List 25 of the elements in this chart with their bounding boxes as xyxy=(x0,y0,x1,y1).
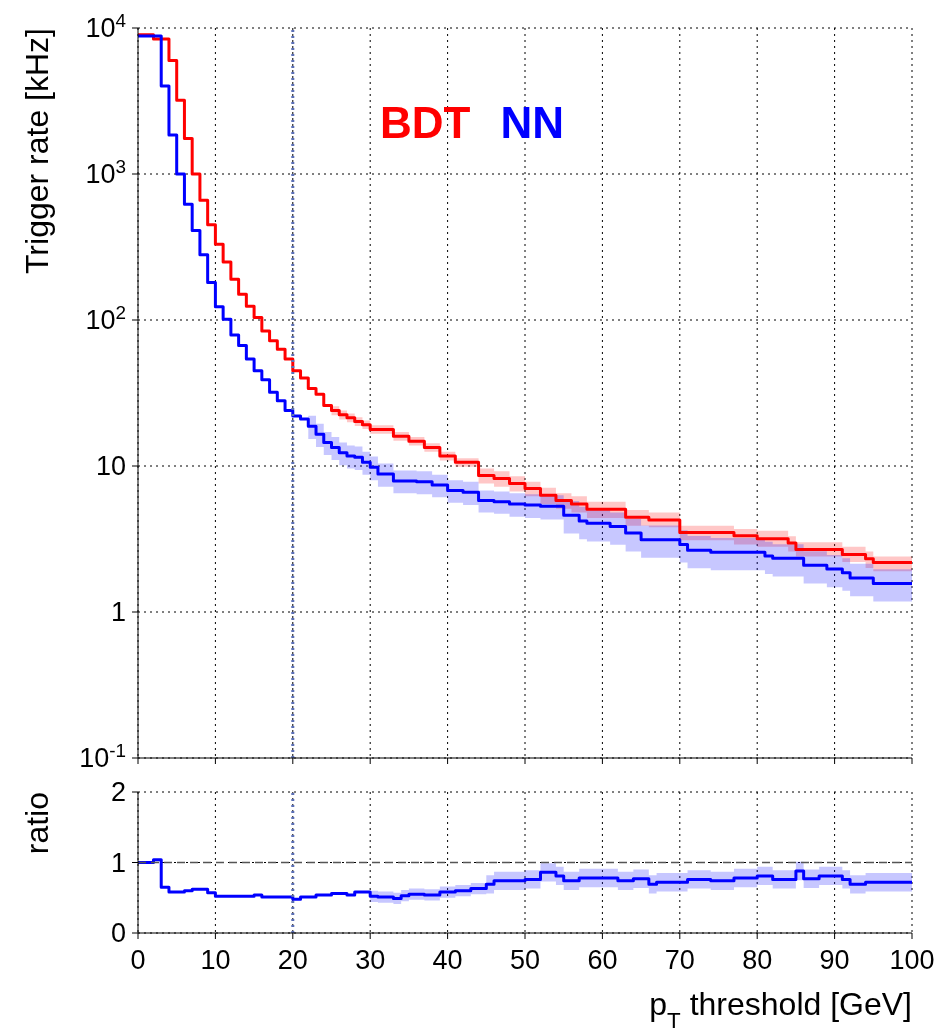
y-tick-label: 1 xyxy=(110,597,126,627)
x-tick-label: 40 xyxy=(432,945,463,975)
y-tick-label: 10$^{2}$ xyxy=(85,301,126,335)
text: BDT xyxy=(380,98,471,148)
y-axis-title: Trigger rate [kHz] xyxy=(19,28,55,274)
x-axis-title: p$_{T}$ threshold [GeV] xyxy=(649,986,912,1033)
y-tick-label: 0 xyxy=(110,918,126,948)
y-tick-label: 2 xyxy=(110,777,126,807)
y-tick-label: 10$^{-1}$ xyxy=(79,739,126,773)
y-tick-label: 1 xyxy=(110,847,126,878)
x-tick-label: 20 xyxy=(277,945,308,975)
x-tick-label: 80 xyxy=(742,945,773,975)
text: NN xyxy=(500,98,564,148)
y-tick-label: 10$^{4}$ xyxy=(85,9,126,43)
x-tick-label: 100 xyxy=(889,945,935,975)
x-tick-label: 70 xyxy=(664,945,695,975)
x-tick-label: 30 xyxy=(355,945,386,975)
x-tick-label: 60 xyxy=(587,945,618,975)
x-tick-label: 50 xyxy=(509,945,541,975)
x-tick-label: 0 xyxy=(130,945,146,975)
y-tick-label: 10$^{3}$ xyxy=(85,155,126,189)
y-axis-title: ratio xyxy=(19,792,55,855)
x-tick-label: 90 xyxy=(819,945,850,975)
x-tick-label: 10 xyxy=(200,945,231,975)
y-tick-label: 10 xyxy=(95,451,126,481)
